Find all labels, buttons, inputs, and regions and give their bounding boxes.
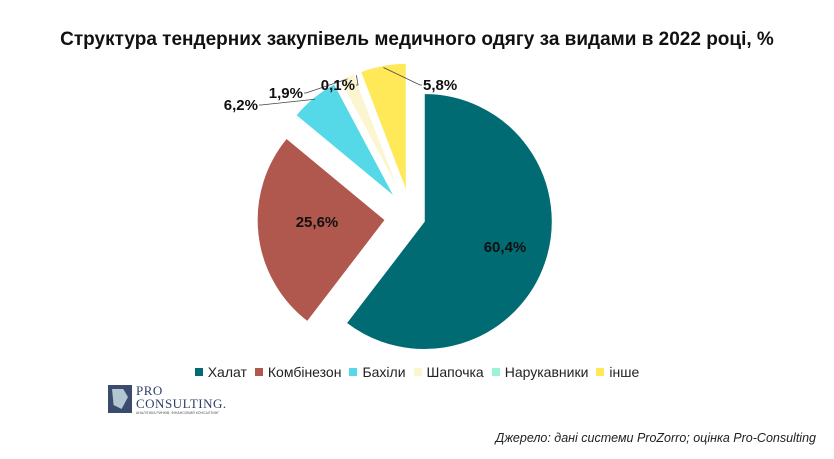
logo-tagline: АНАЛІТИКА РИНКІВ, ФІНАНСОВИЙ КОНСАЛТИНГ (136, 411, 220, 415)
legend-swatch (491, 368, 500, 376)
pie-slice-5 (354, 72, 403, 193)
data-label-6: 5,8% (423, 77, 457, 94)
pie-slice-3 (295, 83, 395, 198)
data-label-1: 60,4% (484, 239, 527, 256)
legend-label: Халат (207, 364, 247, 380)
legend-swatch (254, 368, 263, 376)
logo-mark-icon (108, 385, 132, 413)
pie-slices (256, 62, 553, 350)
leader-line-4 (304, 78, 348, 94)
legend-label: Комбінезон (267, 364, 342, 380)
legend-label: Бахіли (362, 364, 406, 380)
legend-label: інше (609, 364, 640, 380)
pie-slice-6 (360, 62, 407, 192)
legend-swatch (413, 368, 422, 376)
source-note: Джерело: дані системи ProZorro; оцінка P… (495, 431, 816, 445)
leader-line-5 (355, 75, 359, 86)
legend-item-3: Бахіли (349, 364, 406, 380)
legend-item-2: Комбінезон (254, 364, 342, 380)
legend-swatch (596, 368, 605, 376)
legend-item-4: Шапочка (413, 364, 484, 380)
legend-label: Шапочка (426, 364, 484, 380)
chart-legend: Халат Комбінезон Бахіли Шапочка Нарукавники і… (0, 364, 834, 380)
pie-slice-1 (345, 92, 553, 350)
pro-consulting-logo: PRO CONSULTING. АНАЛІТИКА РИНКІВ, ФІНАНС… (108, 383, 238, 417)
pie-slice-4 (339, 73, 401, 194)
chart-title: Структура тендерних закупівель медичного… (60, 29, 774, 50)
legend-item-1: Халат (194, 364, 247, 380)
legend-item-5: Нарукавники (491, 364, 589, 380)
data-label-5: 0,1% (321, 77, 355, 94)
pie-slice-2 (256, 137, 386, 323)
legend-swatch (194, 368, 203, 376)
data-labels: 60,4% 25,6% 6,2% 1,9% 0,1% 5,8% (224, 77, 526, 256)
data-label-2: 25,6% (296, 214, 339, 231)
legend-item-6: інше (596, 364, 639, 380)
leader-lines (259, 67, 422, 106)
leader-line-3 (259, 98, 315, 106)
legend-label: Нарукавники (504, 364, 589, 380)
leader-line-6 (383, 67, 422, 86)
logo-text-consulting: CONSULTING. (136, 396, 227, 411)
logo-text-pro: PRO (136, 383, 163, 398)
data-label-4: 1,9% (269, 85, 303, 102)
legend-swatch (349, 368, 358, 376)
data-label-3: 6,2% (224, 97, 258, 114)
